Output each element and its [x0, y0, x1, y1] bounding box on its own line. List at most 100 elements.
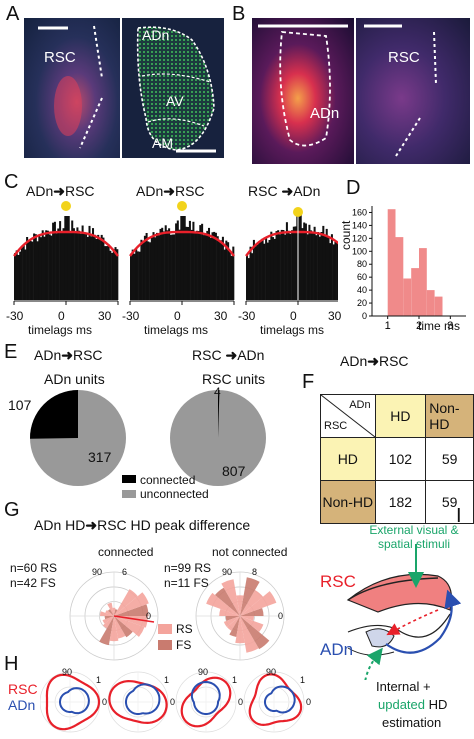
arrow-icon: ➜: [53, 183, 65, 199]
ccg-bar: [211, 232, 214, 300]
ccg-bar: [332, 244, 335, 300]
ccg-bar: [66, 216, 69, 300]
polar-bar: [226, 616, 240, 631]
ccg-bar: [318, 236, 321, 300]
hist-bar: [403, 278, 412, 316]
polar-bar: [114, 589, 138, 616]
panel-e-right-from: RSC: [192, 347, 222, 363]
panel-h-t1-1: 1: [96, 675, 102, 685]
ccg-bar: [216, 236, 219, 300]
panel-c-xtick-1b: 0: [58, 309, 65, 323]
panel-g-left-90: 90: [92, 567, 103, 577]
ccg-bar: [69, 231, 72, 300]
panel-c-title-3-from: RSC: [248, 183, 278, 199]
ccg-bar: [38, 234, 41, 300]
panel-i-schematic: [346, 544, 462, 680]
panel-e-pies: [30, 389, 266, 486]
tuning-3: [175, 671, 237, 733]
pie-slice-connected: [218, 389, 220, 438]
panel-c-xlabel-1: timelags ms: [28, 323, 93, 337]
ccg-bar: [178, 229, 181, 300]
ccg-bar: [60, 231, 63, 300]
ccg-bar: [20, 247, 23, 300]
panel-f-corner-top: ADn: [349, 399, 371, 411]
panel-a-right-overlay: [136, 26, 216, 153]
ccg-bar: [50, 235, 53, 300]
panel-c-title-2-to: RSC: [174, 183, 205, 199]
ccg-bar: [107, 244, 110, 300]
ccg-bar: [83, 232, 86, 300]
polar-bar: [114, 616, 145, 637]
ccg-bar: [85, 232, 88, 300]
polar-bar: [240, 616, 255, 621]
panel-label-e: E: [4, 341, 18, 363]
hist-bar: [434, 296, 443, 316]
ccg-bar: [263, 243, 266, 300]
panel-e-left-unconnected-count: 317: [88, 449, 112, 465]
arrow-icon: ➜: [281, 183, 294, 199]
ccg-bar: [213, 231, 216, 300]
rsc-curve: [180, 676, 232, 728]
ccg-bar: [43, 236, 46, 300]
ccg-bar: [14, 253, 17, 300]
polar-bar: [109, 616, 119, 642]
rsc-curve: [45, 673, 101, 731]
panel-e-right-to: ADn: [237, 347, 265, 363]
panel-g-right-r: 8: [252, 567, 258, 577]
panel-c-xtick-1c: 30: [98, 309, 112, 323]
panel-c-ccg-plots: [13, 201, 338, 305]
polar-bar: [240, 607, 264, 616]
polar-right: [195, 571, 285, 661]
ccg-bar: [208, 227, 211, 300]
panel-c-xtick-3a: -30: [238, 309, 256, 323]
panel-h-t1-0: 0: [102, 697, 108, 707]
ccg-bar: [133, 253, 136, 300]
ccg-bar: [289, 233, 292, 300]
panel-c-title-1-from: ADn: [26, 183, 54, 199]
panel-f-col-nonhd: Non-HD: [425, 394, 474, 438]
ccg-bar: [157, 235, 160, 300]
ccg-bar: [154, 237, 157, 300]
peak-marker: [177, 201, 187, 211]
y-tick-label: 140: [352, 220, 367, 230]
panel-e-left-connected-count: 107: [8, 397, 32, 413]
rsc-region: [346, 573, 453, 613]
ccg-bar: [86, 237, 89, 300]
y-tick-label: 60: [357, 272, 367, 282]
ccg-bar: [19, 251, 22, 300]
ccg-bar: [67, 216, 70, 300]
ccg-bar: [130, 253, 133, 300]
ccg-bar: [336, 242, 338, 300]
ccg-bar: [48, 234, 51, 300]
ccg-bar: [185, 226, 188, 300]
arrow-icon: ➜: [61, 347, 73, 363]
legend-swatch-connected: [122, 475, 136, 483]
ccg-bar: [227, 242, 230, 300]
y-tick-label: 80: [357, 259, 367, 269]
panel-b-right-overlay: [364, 24, 437, 157]
pie-left: [30, 390, 126, 486]
ccg-bar: [268, 240, 271, 300]
ccg-bar: [15, 250, 18, 300]
adn-curve: [59, 687, 90, 715]
panel-c-title-1: ADn➜RSC: [26, 184, 95, 198]
panel-i-bottom-line-1: Internal +: [376, 679, 431, 694]
ccg-bar: [74, 231, 77, 300]
panel-e-legend-unconnected: unconnected: [140, 487, 209, 501]
panel-label-f: F: [302, 371, 315, 393]
ccg-bar: [247, 258, 250, 300]
ccg-bar: [221, 236, 224, 300]
panel-g-left-r: 6: [122, 567, 128, 577]
polar-bar: [206, 592, 240, 616]
panel-h-t3-90: 90: [198, 667, 209, 677]
ccg-bar: [29, 241, 32, 300]
ccg-bar: [81, 225, 84, 300]
panel-g-left-nfs: n=42 FS: [10, 576, 56, 590]
polar-bar: [112, 607, 116, 616]
x-tick-label: 2: [416, 320, 422, 332]
ccg-bar: [31, 241, 34, 300]
polar-bar: [102, 616, 114, 629]
ccg-bar: [111, 252, 114, 300]
panel-f-corner-cell: ADn RSC: [320, 394, 376, 438]
panel-c-xtick-3b: 0: [290, 309, 297, 323]
